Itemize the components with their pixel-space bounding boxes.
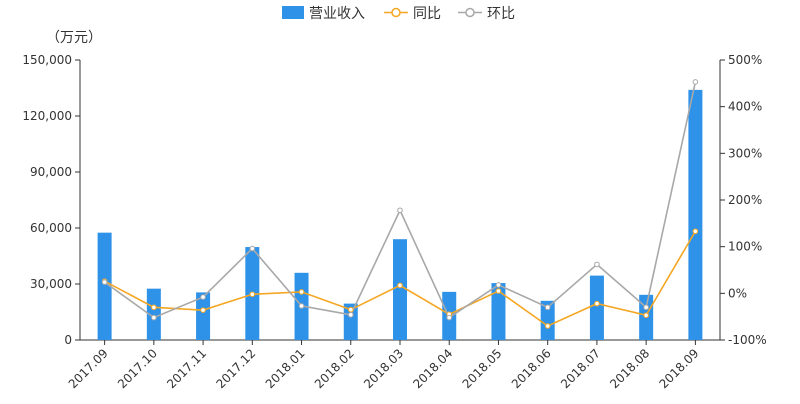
point-yoy bbox=[643, 312, 649, 319]
left-axis-tick-label: 60,000 bbox=[30, 221, 72, 235]
bar-revenue bbox=[589, 275, 604, 340]
bar-revenue bbox=[343, 303, 358, 340]
bar-revenue bbox=[393, 239, 407, 340]
point-mom bbox=[692, 79, 699, 85]
legend-label-yoy: 同比 bbox=[413, 6, 441, 22]
right-axis-tick-label: -100% bbox=[728, 333, 767, 347]
x-axis-tick-label: 2017.10 bbox=[115, 346, 160, 391]
point-mom bbox=[298, 303, 305, 309]
legend-swatch-revenue bbox=[282, 6, 304, 19]
x-axis-tick-label: 2018.08 bbox=[607, 346, 652, 391]
point-yoy bbox=[594, 300, 600, 307]
bar-revenue bbox=[146, 288, 161, 340]
point-yoy bbox=[692, 228, 699, 235]
x-axis-tick-label: 2017.09 bbox=[66, 346, 111, 391]
x-axis-tick-label: 2018.05 bbox=[460, 346, 505, 391]
right-axis-tick-label: 0% bbox=[728, 286, 747, 300]
point-mom bbox=[643, 304, 649, 311]
point-mom bbox=[594, 261, 600, 268]
right-axis-tick-label: 500% bbox=[728, 53, 762, 67]
right-axis-tick-label: 400% bbox=[728, 100, 762, 114]
left-axis-tick-label: 30,000 bbox=[30, 277, 72, 291]
line-series bbox=[101, 79, 699, 329]
point-mom bbox=[347, 312, 354, 318]
point-yoy bbox=[544, 323, 551, 329]
right-axis-tick-label: 100% bbox=[728, 240, 762, 254]
point-yoy bbox=[347, 306, 354, 313]
left-axis-ticks: 0 30,000 60,000 90,000 120,000 150,000 bbox=[22, 53, 80, 347]
right-axis-tick-label: 200% bbox=[728, 193, 762, 207]
left-axis-tick-label: 150,000 bbox=[22, 53, 72, 67]
point-yoy bbox=[249, 291, 256, 298]
x-axis-tick-label: 2018.01 bbox=[263, 346, 308, 391]
left-axis-tick-label: 0 bbox=[64, 333, 72, 347]
bar-revenue bbox=[540, 300, 555, 340]
x-axis-tick-label: 2018.07 bbox=[558, 346, 603, 391]
legend-marker-mom bbox=[465, 7, 475, 18]
left-axis-tick-label: 120,000 bbox=[22, 109, 72, 123]
point-mom bbox=[249, 245, 256, 252]
legend-label-revenue: 营业收入 bbox=[309, 6, 365, 22]
x-axis-tick-label: 2018.04 bbox=[410, 346, 455, 391]
x-axis-tick-label: 2017.11 bbox=[164, 346, 209, 391]
bar-revenue bbox=[688, 89, 703, 340]
y-axis-unit-label: （万元） bbox=[46, 30, 102, 46]
point-mom bbox=[200, 294, 206, 300]
right-axis-ticks: -100% 0% 100% 200% 300% 400% 500% bbox=[720, 53, 767, 347]
legend-marker-yoy bbox=[391, 7, 401, 18]
point-yoy bbox=[397, 282, 403, 289]
point-mom bbox=[151, 314, 157, 321]
point-mom bbox=[446, 314, 453, 321]
x-axis-ticks: 2017.09 2017.10 2017.11 2017.12 2018.01 2018.… bbox=[66, 340, 702, 391]
legend: 营业收入 同比 环比 bbox=[282, 6, 515, 22]
left-axis-tick-label: 90,000 bbox=[30, 165, 72, 179]
right-axis-tick-label: 300% bbox=[728, 146, 762, 160]
point-mom bbox=[495, 282, 502, 288]
x-axis-tick-label: 2018.09 bbox=[657, 346, 702, 391]
legend-label-mom: 环比 bbox=[487, 6, 515, 22]
x-axis-tick-label: 2018.03 bbox=[361, 346, 406, 391]
x-axis-tick-label: 2018.06 bbox=[509, 346, 554, 391]
point-yoy bbox=[200, 307, 206, 313]
point-mom bbox=[397, 207, 403, 214]
point-mom bbox=[544, 304, 551, 311]
x-axis-tick-label: 2017.12 bbox=[213, 346, 258, 391]
point-yoy bbox=[495, 288, 502, 294]
point-yoy bbox=[151, 304, 157, 311]
x-axis-tick-label: 2018.02 bbox=[312, 346, 357, 391]
bar-revenue bbox=[491, 283, 506, 340]
point-yoy bbox=[298, 289, 305, 295]
bar-revenue bbox=[97, 232, 112, 340]
point-mom bbox=[101, 279, 108, 285]
bar-revenue bbox=[196, 292, 211, 340]
